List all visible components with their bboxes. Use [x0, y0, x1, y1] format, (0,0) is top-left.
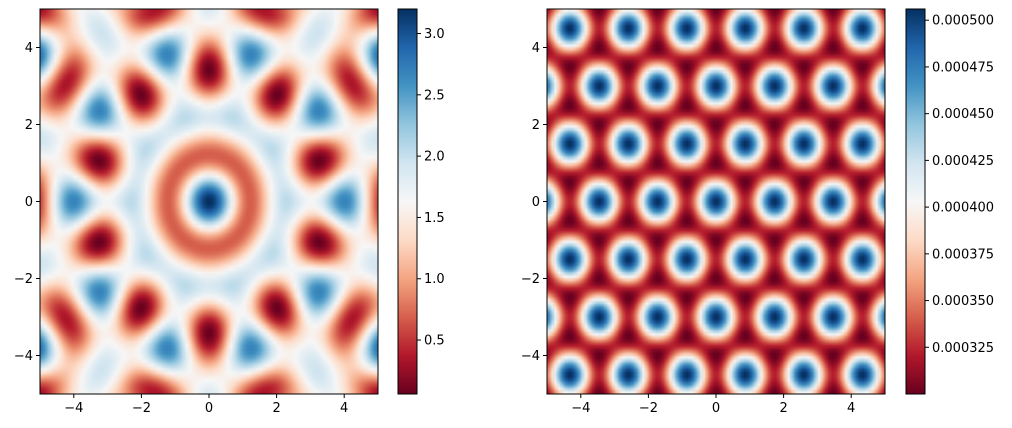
y-tick-label: −4 — [521, 349, 540, 364]
x-tick-label: −2 — [132, 401, 151, 416]
y-tick-label: 4 — [25, 41, 33, 56]
colorbar-tick-label: 1.0 — [424, 272, 445, 287]
colorbar-tick-label: 0.000475 — [932, 60, 994, 75]
colorbar-tick-label: 0.000350 — [932, 294, 994, 309]
x-tick-label: 4 — [340, 401, 348, 416]
colorbar-tick-label: 0.000400 — [932, 201, 994, 216]
colorbar — [906, 9, 925, 394]
colorbar-tick-label: 0.000375 — [932, 247, 994, 262]
y-tick-label: 2 — [532, 118, 540, 133]
x-tick-label: −2 — [639, 401, 658, 416]
colorbar-tick-label: 0.000450 — [932, 107, 994, 122]
x-tick-label: 0 — [712, 401, 720, 416]
y-tick-label: 0 — [532, 195, 540, 210]
heatmap-panel-1: −4 −2 0 2 4 −4 −2 0 2 4 0.5 1.0 1.5 2.0 2.5 3.0 — [14, 8, 445, 416]
heatmap-image — [40, 9, 378, 394]
x-tick-label: 2 — [779, 401, 787, 416]
x-tick-label: 2 — [272, 401, 280, 416]
colorbar-tick-label: 2.5 — [424, 88, 445, 103]
colorbar-tick-label: 1.5 — [424, 211, 445, 226]
colorbar — [398, 9, 417, 394]
y-tick-label: 0 — [25, 195, 33, 210]
heatmap-image — [547, 9, 885, 394]
heatmap-panel-2: −4 −2 0 2 4 −4 −2 0 2 4 0.000325 0.000350 0.000375 0.… — [521, 8, 994, 416]
x-tick-label: −4 — [571, 401, 590, 416]
colorbar-frame — [905, 8, 926, 395]
x-tick-label: −4 — [64, 401, 83, 416]
colorbar-tick-label: 3.0 — [424, 27, 445, 42]
colorbar-tick-label: 0.000425 — [932, 154, 994, 169]
colorbar-tick-label: 0.000500 — [932, 14, 994, 29]
y-tick-label: −2 — [521, 272, 540, 287]
y-tick-label: 4 — [532, 41, 540, 56]
colorbar-tick-label: 2.0 — [424, 150, 445, 165]
y-tick-label: −2 — [14, 272, 33, 287]
y-tick-label: 2 — [25, 118, 33, 133]
y-tick-label: −4 — [14, 349, 33, 364]
colorbar-frame — [397, 8, 418, 395]
x-tick-label: 0 — [205, 401, 213, 416]
colorbar-tick-label: 0.5 — [424, 334, 445, 349]
x-tick-label: 4 — [847, 401, 855, 416]
colorbar-tick-label: 0.000325 — [932, 341, 994, 356]
